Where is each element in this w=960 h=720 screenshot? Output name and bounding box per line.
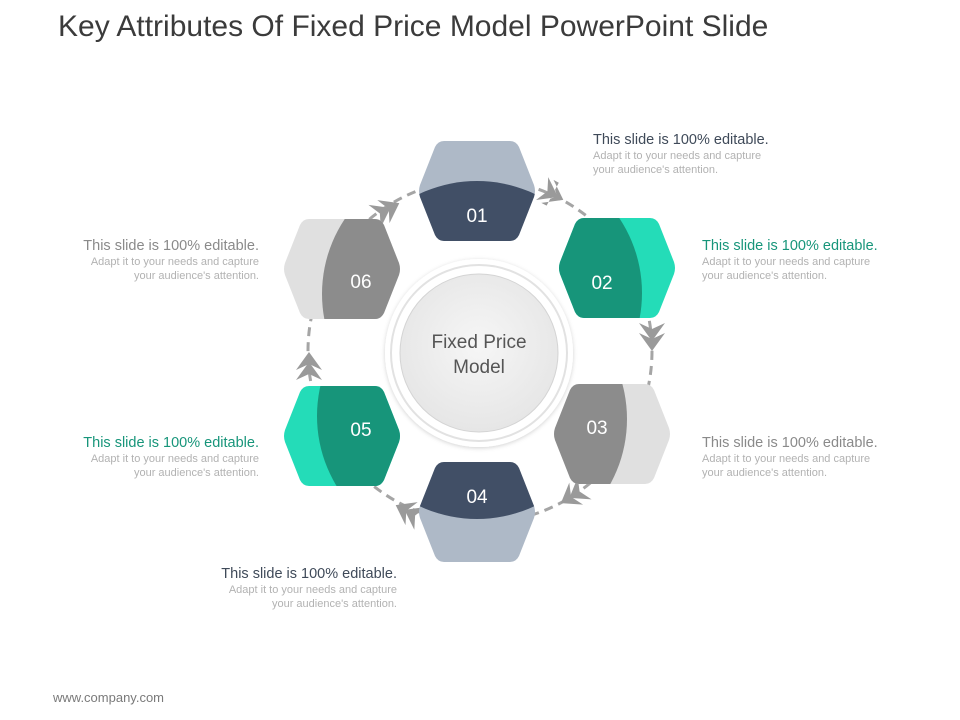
step-06-number: 06 [350, 272, 371, 293]
step-05-description: This slide is 100% editable. Adapt it to… [59, 434, 259, 480]
step-05-heading: This slide is 100% editable. [83, 435, 259, 451]
step-04-body: Adapt it to your needs and capture your … [228, 584, 397, 610]
step-03-description: This slide is 100% editable. Adapt it to… [702, 434, 902, 480]
step-03-heading: This slide is 100% editable. [702, 435, 878, 451]
arrow-02-03-icon [639, 323, 665, 351]
step-01-heading: This slide is 100% editable. [593, 132, 769, 148]
arrow-01-02-icon [536, 177, 564, 206]
center-label-line1: Fixed Price [431, 332, 526, 353]
step-01-body: Adapt it to your needs and capture your … [593, 150, 762, 176]
center-disc: Fixed Price Model [385, 259, 573, 447]
step-04-heading: This slide is 100% editable. [221, 566, 397, 582]
step-05-body: Adapt it to your needs and capture your … [90, 453, 259, 479]
step-01-number: 01 [466, 206, 487, 227]
step-01-hexagon: 01 [419, 141, 535, 241]
step-04-description: This slide is 100% editable. Adapt it to… [197, 565, 397, 611]
step-03-number: 03 [586, 418, 607, 439]
step-04-hexagon: 04 [419, 462, 535, 562]
step-02-body: Adapt it to your needs and capture your … [702, 256, 871, 282]
slide-title: Key Attributes Of Fixed Price Model Powe… [58, 10, 769, 43]
step-01-description: This slide is 100% editable. Adapt it to… [593, 131, 793, 177]
arrow-05-06-icon [296, 352, 322, 380]
step-06-heading: This slide is 100% editable. [83, 238, 259, 254]
arrow-03-04-icon [560, 477, 592, 505]
step-03-body: Adapt it to your needs and capture your … [702, 453, 871, 479]
center-label-line2: Model [453, 357, 505, 378]
step-02-number: 02 [591, 273, 612, 294]
step-03-hexagon: 03 [554, 384, 670, 484]
footer-url: www.company.com [53, 690, 165, 705]
step-02-description: This slide is 100% editable. Adapt it to… [702, 237, 902, 283]
step-05-number: 05 [350, 420, 371, 441]
step-02-heading: This slide is 100% editable. [702, 238, 878, 254]
step-06-description: This slide is 100% editable. Adapt it to… [59, 237, 259, 283]
step-06-body: Adapt it to your needs and capture your … [90, 256, 259, 282]
step-04-number: 04 [466, 487, 488, 508]
arrow-04-05-icon [395, 502, 427, 530]
step-02-hexagon: 02 [559, 218, 675, 318]
arrow-06-01-icon [368, 200, 400, 228]
